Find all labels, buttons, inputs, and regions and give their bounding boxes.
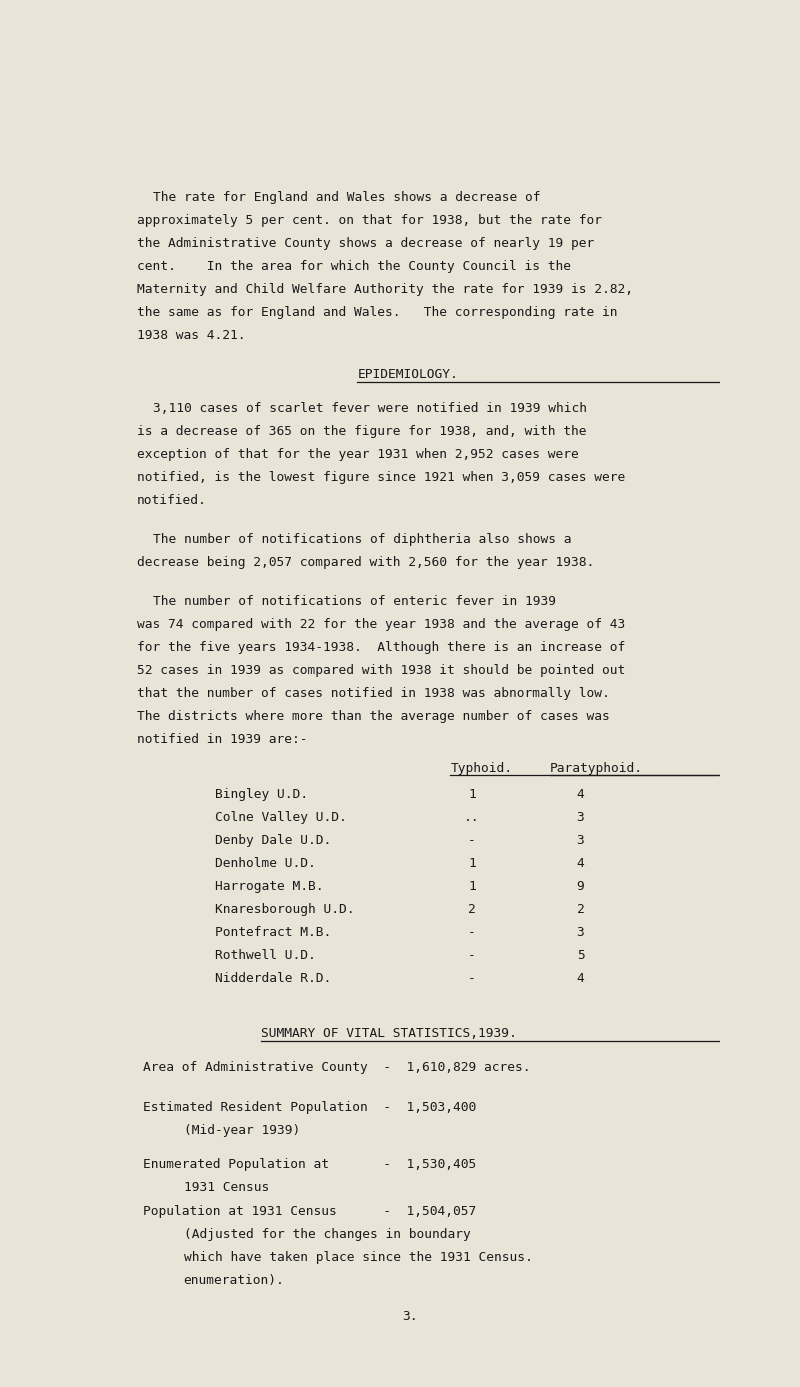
- Text: for the five years 1934-1938.  Although there is an increase of: for the five years 1934-1938. Although t…: [138, 641, 626, 655]
- Text: 4: 4: [577, 972, 584, 985]
- Text: 1: 1: [468, 879, 476, 893]
- Text: 4: 4: [577, 857, 584, 870]
- Text: 3.: 3.: [402, 1311, 418, 1323]
- Text: Typhoid.: Typhoid.: [450, 761, 512, 774]
- Text: was 74 compared with 22 for the year 1938 and the average of 43: was 74 compared with 22 for the year 193…: [138, 619, 626, 631]
- Text: 4: 4: [577, 788, 584, 802]
- Text: Denby Dale U.D.: Denby Dale U.D.: [214, 834, 331, 847]
- Text: the Administrative County shows a decrease of nearly 19 per: the Administrative County shows a decrea…: [138, 237, 594, 250]
- Text: that the number of cases notified in 1938 was abnormally low.: that the number of cases notified in 193…: [138, 687, 610, 700]
- Text: -: -: [468, 925, 476, 939]
- Text: Maternity and Child Welfare Authority the rate for 1939 is 2.82,: Maternity and Child Welfare Authority th…: [138, 283, 634, 295]
- Text: 3,110 cases of scarlet fever were notified in 1939 which: 3,110 cases of scarlet fever were notifi…: [153, 402, 586, 415]
- Text: notified, is the lowest figure since 1921 when 3,059 cases were: notified, is the lowest figure since 192…: [138, 472, 626, 484]
- Text: The districts where more than the average number of cases was: The districts where more than the averag…: [138, 710, 610, 723]
- Text: (Mid-year 1939): (Mid-year 1939): [184, 1125, 300, 1137]
- Text: ..: ..: [464, 811, 480, 824]
- Text: Colne Valley U.D.: Colne Valley U.D.: [214, 811, 346, 824]
- Text: Knaresborough U.D.: Knaresborough U.D.: [214, 903, 354, 915]
- Text: Denholme U.D.: Denholme U.D.: [214, 857, 315, 870]
- Text: Pontefract M.B.: Pontefract M.B.: [214, 925, 331, 939]
- Text: Area of Administrative County  -  1,610,829 acres.: Area of Administrative County - 1,610,82…: [143, 1061, 531, 1075]
- Text: decrease being 2,057 compared with 2,560 for the year 1938.: decrease being 2,057 compared with 2,560…: [138, 556, 594, 569]
- Text: -: -: [468, 834, 476, 847]
- Text: The number of notifications of diphtheria also shows a: The number of notifications of diphtheri…: [153, 533, 571, 546]
- Text: 3: 3: [577, 811, 584, 824]
- Text: notified in 1939 are:-: notified in 1939 are:-: [138, 732, 308, 746]
- Text: The number of notifications of enteric fever in 1939: The number of notifications of enteric f…: [153, 595, 556, 608]
- Text: which have taken place since the 1931 Census.: which have taken place since the 1931 Ce…: [184, 1251, 533, 1264]
- Text: is a decrease of 365 on the figure for 1938, and, with the: is a decrease of 365 on the figure for 1…: [138, 426, 586, 438]
- Text: Enumerated Population at       -  1,530,405: Enumerated Population at - 1,530,405: [143, 1158, 477, 1171]
- Text: 52 cases in 1939 as compared with 1938 it should be pointed out: 52 cases in 1939 as compared with 1938 i…: [138, 664, 626, 677]
- Text: Population at 1931 Census      -  1,504,057: Population at 1931 Census - 1,504,057: [143, 1205, 477, 1218]
- Text: notified.: notified.: [138, 494, 207, 508]
- Text: Rothwell U.D.: Rothwell U.D.: [214, 949, 315, 961]
- Text: 1938 was 4.21.: 1938 was 4.21.: [138, 329, 246, 341]
- Text: Nidderdale R.D.: Nidderdale R.D.: [214, 972, 331, 985]
- Text: the same as for England and Wales.   The corresponding rate in: the same as for England and Wales. The c…: [138, 305, 618, 319]
- Text: 5: 5: [577, 949, 584, 961]
- Text: 2: 2: [577, 903, 584, 915]
- Text: cent.    In the area for which the County Council is the: cent. In the area for which the County C…: [138, 259, 571, 273]
- Text: -: -: [468, 972, 476, 985]
- Text: approximately 5 per cent. on that for 1938, but the rate for: approximately 5 per cent. on that for 19…: [138, 214, 602, 227]
- Text: 1: 1: [468, 788, 476, 802]
- Text: (Adjusted for the changes in boundary: (Adjusted for the changes in boundary: [184, 1227, 470, 1241]
- Text: EPIDEMIOLOGY.: EPIDEMIOLOGY.: [358, 368, 458, 381]
- Text: Paratyphoid.: Paratyphoid.: [550, 761, 642, 774]
- Text: Estimated Resident Population  -  1,503,400: Estimated Resident Population - 1,503,40…: [143, 1101, 477, 1114]
- Text: Bingley U.D.: Bingley U.D.: [214, 788, 308, 802]
- Text: 1: 1: [468, 857, 476, 870]
- Text: -: -: [468, 949, 476, 961]
- Text: Harrogate M.B.: Harrogate M.B.: [214, 879, 323, 893]
- Text: 2: 2: [468, 903, 476, 915]
- Text: 1931 Census: 1931 Census: [184, 1180, 269, 1194]
- Text: exception of that for the year 1931 when 2,952 cases were: exception of that for the year 1931 when…: [138, 448, 579, 460]
- Text: SUMMARY OF VITAL STATISTICS,1939.: SUMMARY OF VITAL STATISTICS,1939.: [262, 1026, 517, 1040]
- Text: 9: 9: [577, 879, 584, 893]
- Text: The rate for England and Wales shows a decrease of: The rate for England and Wales shows a d…: [153, 191, 540, 204]
- Text: enumeration).: enumeration).: [184, 1273, 285, 1287]
- Text: 3: 3: [577, 925, 584, 939]
- Text: 3: 3: [577, 834, 584, 847]
